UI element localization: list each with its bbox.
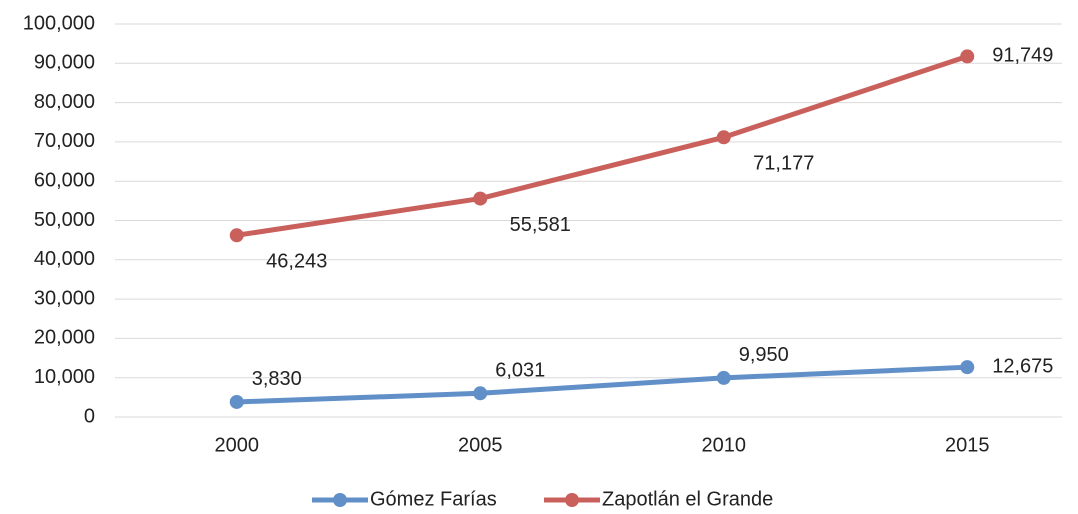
x-tick-label: 2005 [458, 434, 503, 456]
x-tick-label: 2010 [702, 434, 747, 456]
data-point [473, 191, 488, 206]
data-point [229, 228, 244, 243]
data-label: 3,830 [252, 368, 302, 390]
y-tick-label: 60,000 [34, 169, 95, 191]
data-label: 71,177 [753, 153, 814, 175]
y-tick-label: 50,000 [34, 209, 95, 231]
y-tick-label: 0 [84, 405, 95, 427]
y-tick-label: 30,000 [34, 287, 95, 309]
data-label: 46,243 [266, 251, 327, 273]
y-tick-label: 10,000 [34, 366, 95, 388]
y-tick-label: 40,000 [34, 248, 95, 270]
data-label: 9,950 [739, 344, 789, 366]
data-label: 55,581 [510, 214, 571, 236]
y-tick-label: 80,000 [34, 91, 95, 113]
data-point [473, 386, 488, 401]
x-tick-label: 2015 [945, 434, 990, 456]
data-point [229, 394, 244, 409]
data-label: 6,031 [495, 360, 545, 382]
data-point [716, 370, 731, 385]
y-tick-label: 20,000 [34, 327, 95, 349]
y-tick-label: 100,000 [23, 12, 95, 34]
legend-label: Gómez Farías [370, 488, 497, 510]
series-line [236, 364, 968, 405]
data-point [960, 360, 975, 375]
y-tick-label: 90,000 [34, 52, 95, 74]
legend-label: Zapotlán el Grande [602, 488, 773, 510]
data-point [716, 130, 731, 145]
x-tick-label: 2000 [215, 434, 260, 456]
series-line [236, 54, 969, 238]
legend-marker [333, 493, 347, 507]
data-label: 91,749 [992, 45, 1053, 67]
data-point [960, 49, 975, 64]
y-tick-label: 70,000 [34, 130, 95, 152]
data-label: 12,675 [992, 355, 1053, 377]
legend-marker [565, 493, 579, 507]
